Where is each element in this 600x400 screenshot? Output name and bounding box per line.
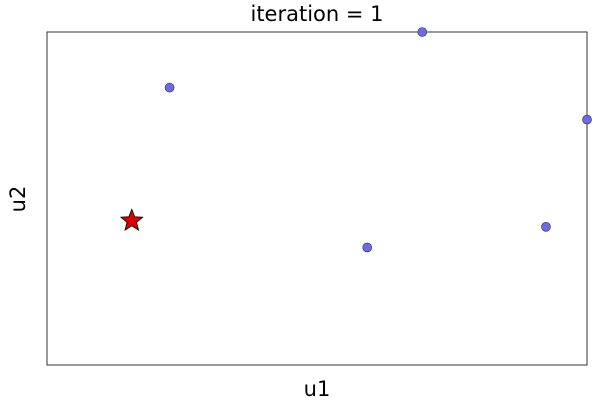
plot-area xyxy=(46,31,588,366)
scatter-point xyxy=(582,114,592,125)
scatter-point xyxy=(362,242,373,253)
data-marks xyxy=(119,27,592,253)
scatter-point xyxy=(164,82,175,93)
y-axis-label: u2 xyxy=(6,186,30,213)
chart-title: iteration = 1 xyxy=(250,2,383,26)
x-axis-label: u1 xyxy=(304,377,331,400)
highlight-star-point xyxy=(119,208,144,231)
scatter-point xyxy=(417,27,428,37)
scatter-point xyxy=(541,222,551,232)
